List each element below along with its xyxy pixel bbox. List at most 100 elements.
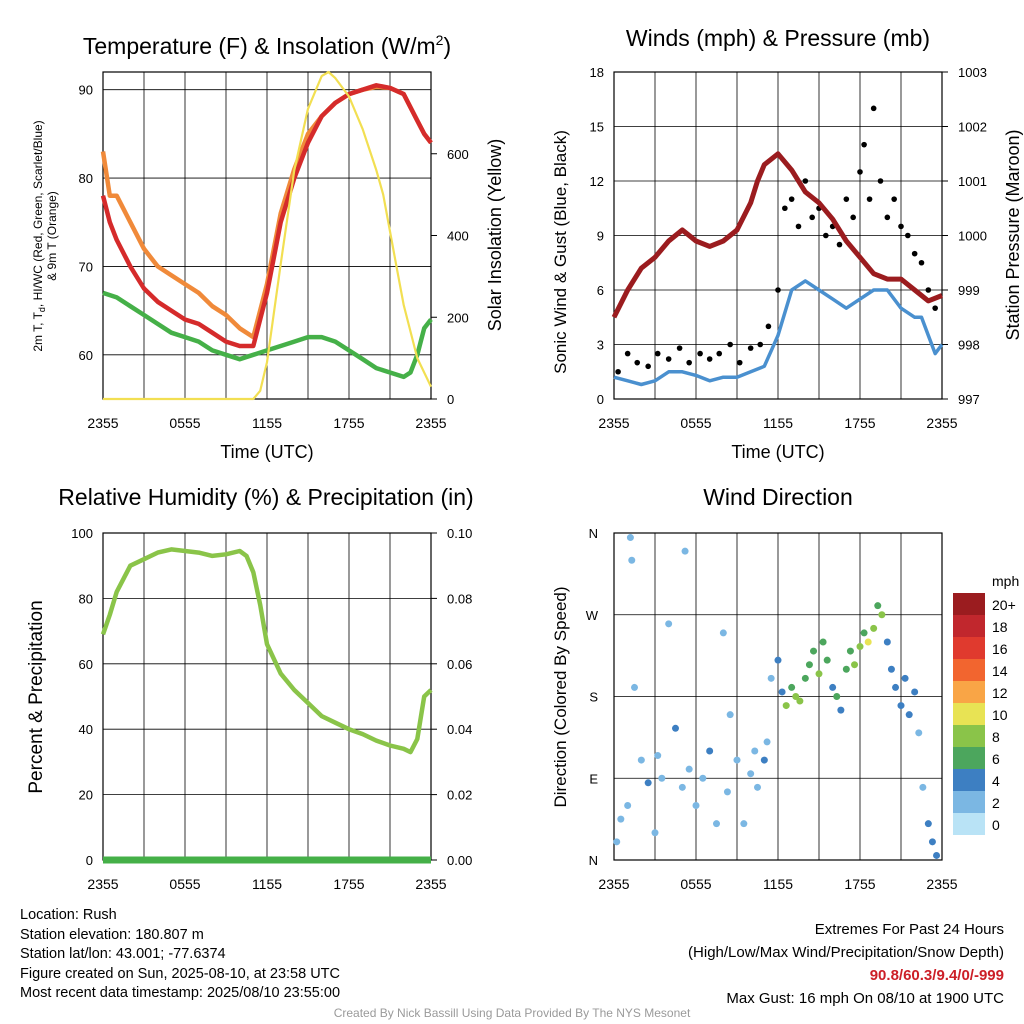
y-tick-label-right: 1001: [958, 174, 987, 189]
wind-speed-line: [613, 279, 944, 387]
direction-point: [624, 802, 632, 809]
temperature-y-label-left-line2: & 9m T (Orange): [45, 191, 59, 281]
y-tick-label-left: E: [589, 771, 598, 786]
x-tick-label: 0555: [680, 415, 711, 431]
direction-point: [774, 656, 782, 664]
gust-point: [898, 223, 904, 230]
gust-point: [686, 359, 692, 366]
gust-point: [654, 350, 661, 357]
x-tick-label: 0555: [169, 415, 200, 431]
credit-line: Created By Nick Bassill Using Data Provi…: [333, 1006, 691, 1020]
extremes-values: 90.8/60.3/9.4/0/-999: [869, 967, 1004, 984]
gust-point: [782, 205, 788, 212]
y-tick-label-right: 600: [447, 147, 469, 162]
direction-point: [919, 783, 927, 791]
direction-point: [613, 838, 621, 846]
y-tick-label-left: 80: [79, 171, 93, 186]
direction-point: [887, 665, 895, 673]
humidity-title: Relative Humidity (%) & Precipitation (i…: [58, 484, 473, 510]
direction-point: [723, 788, 731, 796]
x-tick-label: 2355: [598, 876, 629, 892]
gust-point: [891, 196, 897, 202]
y-tick-label-left: N: [589, 526, 598, 541]
direction-point: [928, 838, 936, 846]
winds-y-label-right: Station Pressure (Maroon): [1003, 129, 1023, 340]
direction-point: [796, 697, 804, 705]
x-tick-label: 2355: [926, 415, 957, 431]
y-tick-label-left: 20: [79, 788, 93, 803]
y-tick-label-right: 400: [447, 229, 469, 244]
direction-point: [654, 752, 662, 760]
y-tick-label-right: 1003: [958, 65, 987, 80]
y-tick-label-right: 0.06: [447, 657, 472, 672]
direction-point: [810, 647, 818, 655]
y-tick-label-right: 0: [447, 392, 454, 407]
colorbar-label: 8: [992, 729, 1000, 745]
colorbar-label: 16: [992, 641, 1008, 657]
gust-point: [850, 214, 856, 221]
direction-point: [631, 683, 638, 691]
colorbar-label: 12: [992, 685, 1008, 701]
direction-point: [864, 638, 872, 646]
y-tick-label-right: 0.02: [447, 788, 472, 803]
direction-point: [815, 670, 823, 678]
y-tick-label-left: 9: [597, 229, 604, 244]
direction-point: [924, 820, 932, 828]
gust-point: [884, 214, 891, 221]
direction-point: [747, 770, 755, 778]
x-tick-label: 2355: [926, 876, 957, 892]
gust-point: [911, 250, 918, 257]
direction-point: [617, 815, 625, 823]
direction-point: [788, 683, 796, 691]
x-tick-label: 2355: [415, 876, 446, 892]
extremes-box: Extremes For Past 24 Hours (High/Low/Max…: [688, 918, 1004, 1010]
y-tick-label-left: 18: [590, 65, 604, 80]
gust-point: [857, 169, 863, 175]
winds-y-label-left: Sonic Wind & Gust (Blue, Black): [551, 130, 570, 374]
y-tick-label-left: 3: [597, 338, 604, 353]
gust-point: [809, 214, 815, 221]
direction-point: [644, 779, 652, 787]
direction-point: [823, 656, 831, 664]
direction-point: [833, 693, 841, 700]
direction-point: [685, 765, 693, 773]
extremes-heading: Extremes For Past 24 Hours: [814, 921, 1004, 938]
direction-point: [763, 738, 771, 746]
colorbar-label: 10: [992, 707, 1008, 723]
y-tick-label-right: 0.00: [447, 853, 472, 868]
temperature-y-label-right: Solar Insolation (Yellow): [485, 139, 505, 331]
direction-point: [905, 711, 913, 719]
x-tick-label: 1755: [844, 415, 875, 431]
direction-point: [706, 747, 714, 755]
colorbar-label: 2: [992, 795, 1000, 811]
station-latlon: Station lat/lon: 43.001; -77.6374: [20, 946, 226, 963]
direction-point: [892, 683, 900, 691]
direction-title: Wind Direction: [703, 484, 853, 510]
y-tick-label-right: 1000: [958, 229, 987, 244]
gust-point: [823, 232, 829, 239]
direction-point: [665, 620, 673, 628]
direction-point: [819, 638, 827, 646]
gust-point: [716, 350, 723, 357]
y-tick-label-left: 60: [79, 657, 93, 672]
x-tick-label: 2355: [87, 876, 118, 892]
y-tick-label-left: N: [589, 853, 598, 868]
x-tick-label: 1155: [252, 876, 282, 892]
x-tick-label: 1755: [333, 415, 364, 431]
temperature-series-line: [100, 83, 433, 349]
direction-point: [628, 556, 636, 564]
direction-point: [860, 629, 868, 637]
y-tick-label-left: 90: [79, 83, 93, 98]
colorbar-swatch: [953, 791, 985, 813]
y-tick-label-left: 100: [71, 526, 93, 541]
gust-point: [634, 359, 641, 366]
gust-point: [645, 363, 651, 370]
x-tick-label: 0555: [680, 876, 711, 892]
direction-point: [637, 756, 645, 764]
y-tick-label-right: 1002: [958, 120, 987, 135]
gust-point: [676, 345, 683, 351]
gust-point: [925, 287, 932, 293]
temperature-title: Temperature (F) & Insolation (W/m2): [83, 32, 451, 59]
direction-point: [626, 534, 634, 542]
direction-point: [692, 802, 700, 809]
